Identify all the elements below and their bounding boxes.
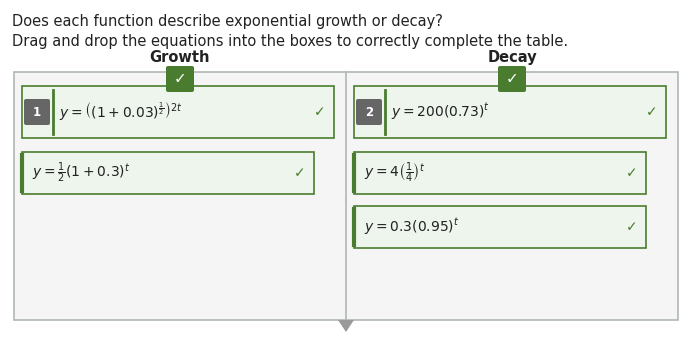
Text: Does each function describe exponential growth or decay?: Does each function describe exponential …	[12, 14, 443, 29]
FancyBboxPatch shape	[22, 86, 334, 138]
FancyBboxPatch shape	[498, 66, 526, 92]
Text: ✓: ✓	[626, 166, 638, 180]
Text: ✓: ✓	[506, 72, 518, 86]
Text: Drag and drop the equations into the boxes to correctly complete the table.: Drag and drop the equations into the box…	[12, 34, 568, 49]
Text: ✓: ✓	[646, 105, 658, 119]
Text: 1: 1	[33, 106, 41, 118]
Text: Decay: Decay	[487, 50, 537, 65]
Text: ✓: ✓	[295, 166, 306, 180]
Text: $y = \left((1+0.03)^{\frac{1}{2}}\right)^{2t}$: $y = \left((1+0.03)^{\frac{1}{2}}\right)…	[59, 101, 183, 123]
FancyBboxPatch shape	[166, 66, 194, 92]
FancyBboxPatch shape	[354, 206, 646, 248]
FancyBboxPatch shape	[24, 99, 50, 125]
Text: ✓: ✓	[626, 220, 638, 234]
FancyBboxPatch shape	[356, 99, 382, 125]
Text: $y = 200(0.73)^{t}$: $y = 200(0.73)^{t}$	[391, 102, 490, 122]
Text: $y = \frac{1}{2}(1+0.3)^{t}$: $y = \frac{1}{2}(1+0.3)^{t}$	[32, 161, 130, 185]
Polygon shape	[338, 320, 354, 332]
FancyBboxPatch shape	[354, 152, 646, 194]
Text: ✓: ✓	[174, 72, 186, 86]
FancyBboxPatch shape	[354, 86, 666, 138]
FancyBboxPatch shape	[22, 152, 314, 194]
Text: $y = 0.3(0.95)^{t}$: $y = 0.3(0.95)^{t}$	[364, 217, 459, 237]
FancyBboxPatch shape	[14, 72, 678, 320]
Text: Growth: Growth	[150, 50, 210, 65]
Text: ✓: ✓	[314, 105, 326, 119]
Text: $y = 4\left(\frac{1}{4}\right)^{t}$: $y = 4\left(\frac{1}{4}\right)^{t}$	[364, 161, 426, 185]
Text: 2: 2	[365, 106, 373, 118]
